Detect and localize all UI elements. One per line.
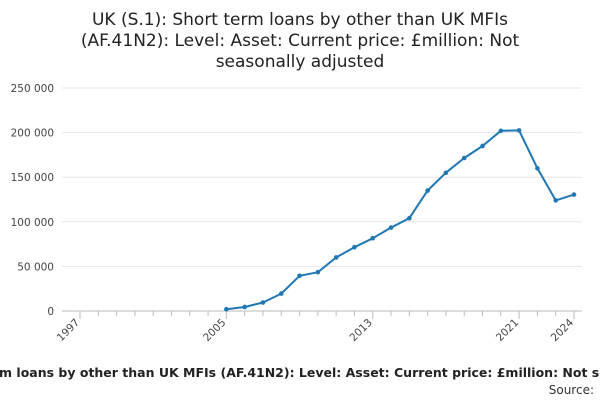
- chart-title-line-1: UK (S.1): Short term loans by other than…: [92, 10, 508, 30]
- data-point[interactable]: [224, 306, 229, 312]
- data-point[interactable]: [297, 273, 302, 279]
- data-point[interactable]: [278, 291, 284, 296]
- data-point[interactable]: [425, 188, 430, 193]
- series-line: [226, 129, 575, 311]
- y-tick-label: 250 000: [11, 83, 54, 95]
- data-point[interactable]: [315, 269, 321, 275]
- y-axis-ticks: 0 50 000 100 000 150 000 200 000 250 000: [11, 83, 54, 318]
- data-point[interactable]: [407, 215, 412, 221]
- chart-title-line-2: (AF.41N2): Level: Asset: Current price: …: [81, 31, 520, 51]
- x-tick-label: 2021: [494, 317, 521, 344]
- chart-title: UK (S.1): Short term loans by other than…: [81, 10, 520, 72]
- x-tick-label: 2013: [347, 317, 374, 344]
- y-tick-label: 200 000: [11, 128, 54, 140]
- data-point[interactable]: [480, 143, 485, 149]
- chart-title-line-3: seasonally adjusted: [216, 52, 385, 72]
- series-group: [224, 128, 577, 312]
- data-point[interactable]: [260, 300, 266, 305]
- x-tick-label: 2024: [549, 316, 577, 344]
- gridlines: [62, 87, 582, 267]
- legend-entry: UK (S.1): Short term loans by other than…: [0, 365, 600, 380]
- y-tick-label: 50 000: [17, 261, 54, 273]
- y-tick-label: 150 000: [11, 172, 54, 184]
- x-axis-ticks: 1997 2005 2013 2021 2024: [55, 316, 577, 344]
- source-label: Source:: [549, 383, 594, 397]
- data-point[interactable]: [352, 244, 357, 250]
- x-tick-label: 1997: [55, 317, 82, 344]
- data-point[interactable]: [571, 192, 577, 197]
- x-tick-label: 2005: [201, 317, 228, 344]
- data-point[interactable]: [443, 170, 449, 176]
- x-axis: [62, 310, 582, 319]
- data-point[interactable]: [333, 255, 339, 260]
- y-tick-label: 0: [47, 306, 54, 318]
- data-point[interactable]: [498, 128, 504, 134]
- data-point[interactable]: [370, 236, 376, 241]
- data-point[interactable]: [516, 128, 522, 133]
- data-point[interactable]: [553, 198, 559, 203]
- data-point[interactable]: [535, 165, 540, 171]
- data-point[interactable]: [242, 304, 247, 310]
- data-point[interactable]: [461, 155, 467, 161]
- data-point[interactable]: [388, 225, 394, 230]
- y-tick-label: 100 000: [11, 217, 54, 229]
